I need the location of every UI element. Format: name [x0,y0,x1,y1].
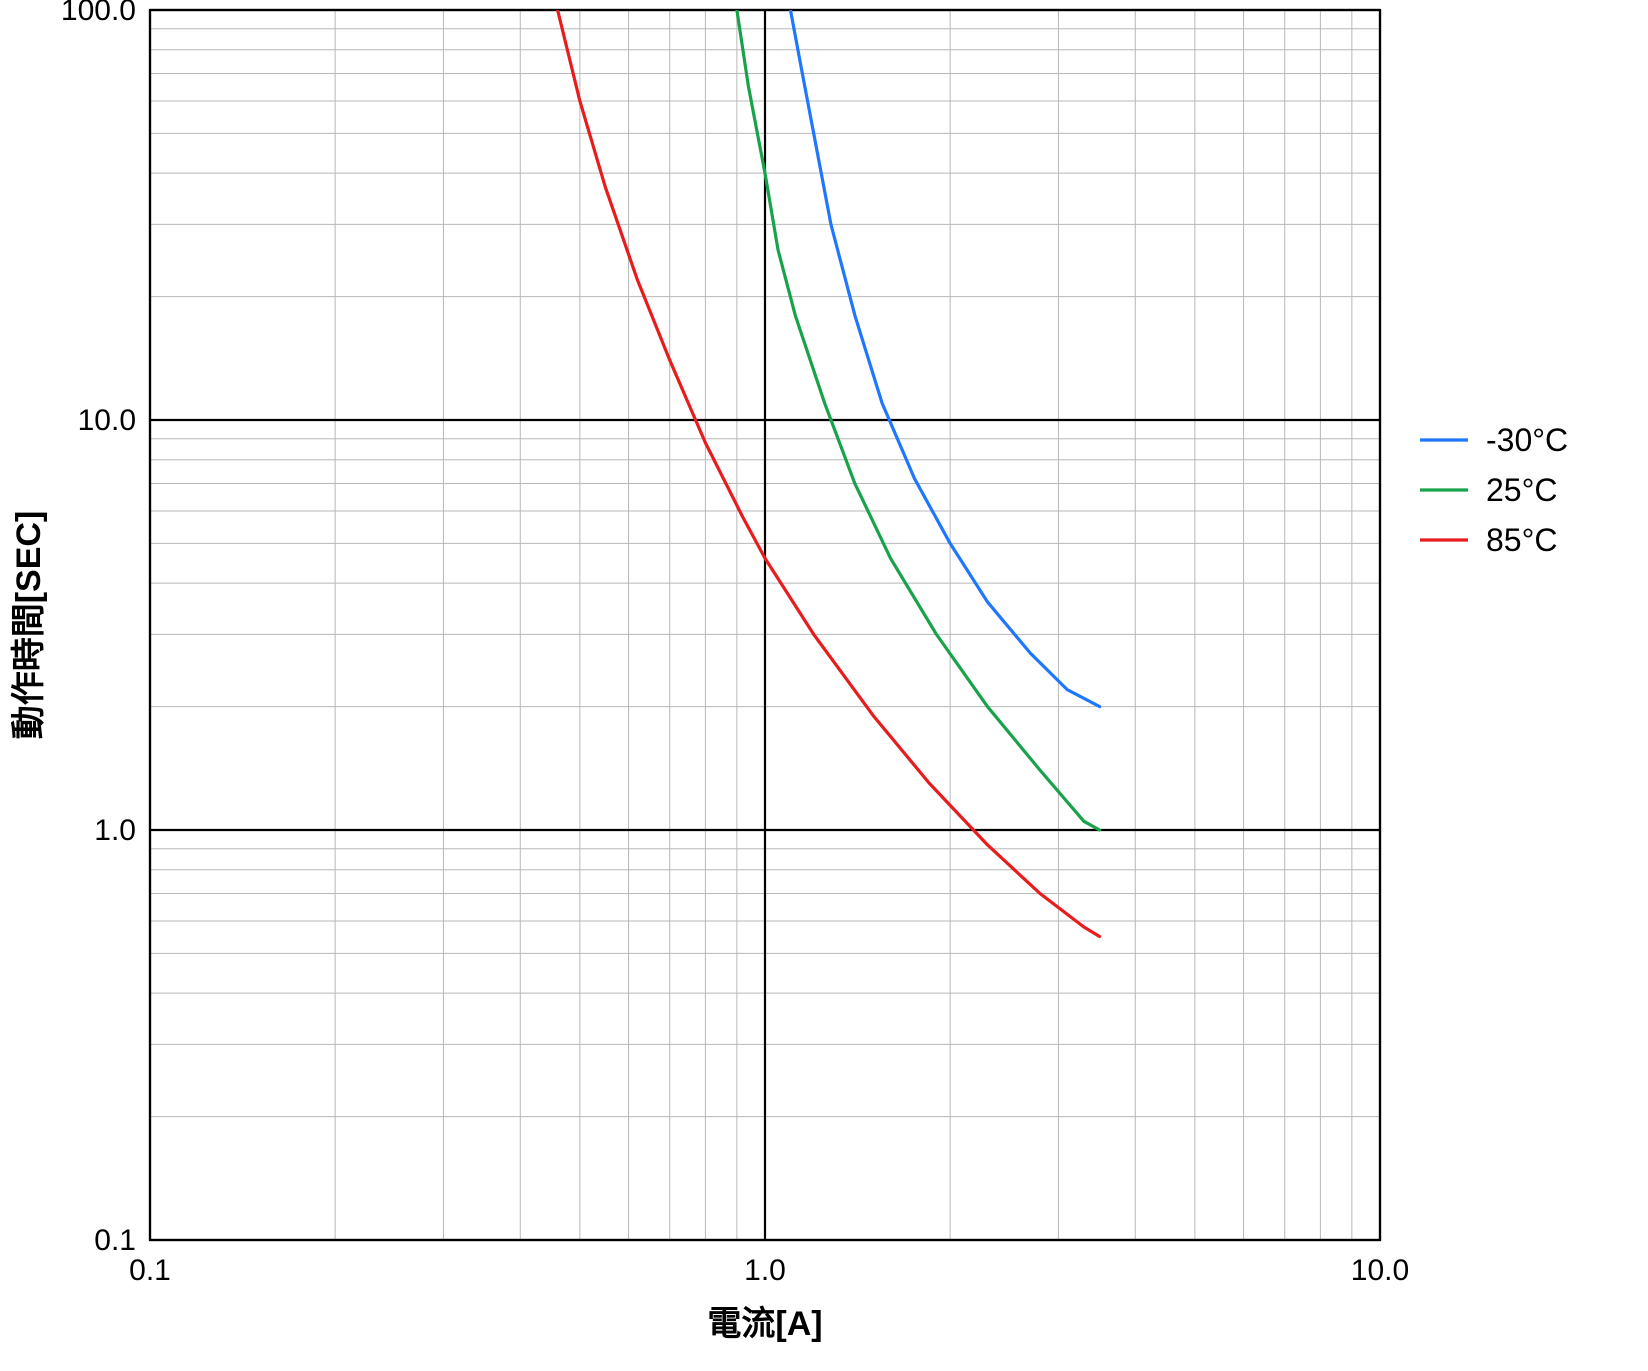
ytick-label: 10.0 [78,404,136,437]
ytick-label: 1.0 [94,814,136,847]
x-axis-label: 電流[A] [707,1305,822,1343]
y-axis-label: 動作時間[SEC] [10,511,48,740]
ytick-label: 0.1 [94,1224,136,1257]
ytick-label: 100.0 [61,0,136,27]
chart-bg [0,0,1648,1371]
legend-label: 85°C [1486,522,1558,558]
legend-label: -30°C [1486,422,1568,458]
chart-container: 0.1 1.0 10.0 0.1 1.0 10.0 100.0 電流[A] 動作時間[SEC] -… [0,0,1648,1371]
legend-label: 25°C [1486,472,1558,508]
xtick-label: 0.1 [129,1254,171,1287]
xtick-label: 1.0 [744,1254,786,1287]
xtick-label: 10.0 [1351,1254,1409,1287]
chart-svg: 0.1 1.0 10.0 0.1 1.0 10.0 100.0 電流[A] 動作時間[SEC] -… [0,0,1648,1371]
